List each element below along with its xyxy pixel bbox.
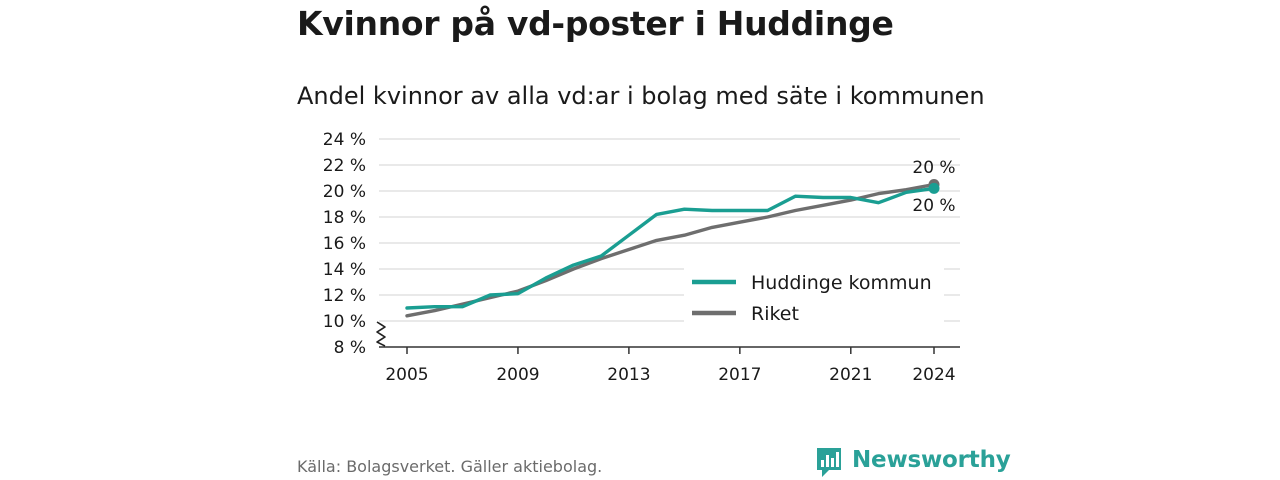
chart-subtitle: Andel kvinnor av alla vd:ar i bolag med … xyxy=(297,82,985,110)
y-tick-label: 20 % xyxy=(323,182,366,202)
source-note: Källa: Bolagsverket. Gäller aktiebolag. xyxy=(297,457,603,476)
y-axis-ticks: 8 % 10 % 12 % 14 % 16 % 18 % 20 % 22 % 24 % xyxy=(323,130,366,358)
legend: Huddinge kommun Riket xyxy=(684,264,944,326)
y-tick-label: 18 % xyxy=(323,208,366,228)
series-lines xyxy=(405,179,940,318)
x-tick-label: 2017 xyxy=(718,365,761,385)
legend-label: Huddinge kommun xyxy=(751,272,932,294)
y-tick-label: 8 % xyxy=(334,338,366,358)
legend-box xyxy=(684,264,944,326)
legend-label: Riket xyxy=(751,303,799,325)
axis-break-marker xyxy=(376,321,386,347)
gridlines xyxy=(379,138,960,322)
series-line-huddinge xyxy=(405,186,936,310)
x-tick-label: 2009 xyxy=(496,365,539,385)
x-tick-label: 2005 xyxy=(385,365,428,385)
end-labels: 20 % 20 % xyxy=(912,158,955,216)
logo-text: Newsworthy xyxy=(852,447,1011,473)
y-tick-label: 14 % xyxy=(323,260,366,280)
x-tick-label: 2021 xyxy=(829,365,872,385)
x-tick-label: 2024 xyxy=(912,365,955,385)
newsworthy-logo: Newsworthy xyxy=(815,446,1011,480)
y-tick-label: 12 % xyxy=(323,286,366,306)
y-tick-label: 16 % xyxy=(323,234,366,254)
y-tick-label: 22 % xyxy=(323,156,366,176)
x-tick-label: 2013 xyxy=(607,365,650,385)
y-tick-label: 10 % xyxy=(323,312,366,332)
series-line-riket xyxy=(405,182,936,318)
y-tick-label: 24 % xyxy=(323,130,366,150)
x-axis: 2005 2009 2013 2017 2021 2024 xyxy=(376,321,960,385)
end-point-huddinge xyxy=(928,182,940,194)
bar-chart-speech-bubble-icon xyxy=(817,448,841,477)
line-chart: 8 % 10 % 12 % 14 % 16 % 18 % 20 % 22 % 24 % 2005… xyxy=(323,130,960,385)
end-label-huddinge: 20 % xyxy=(912,196,955,216)
chart-title: Kvinnor på vd-poster i Huddinge xyxy=(297,4,894,43)
end-label-riket: 20 % xyxy=(912,158,955,178)
